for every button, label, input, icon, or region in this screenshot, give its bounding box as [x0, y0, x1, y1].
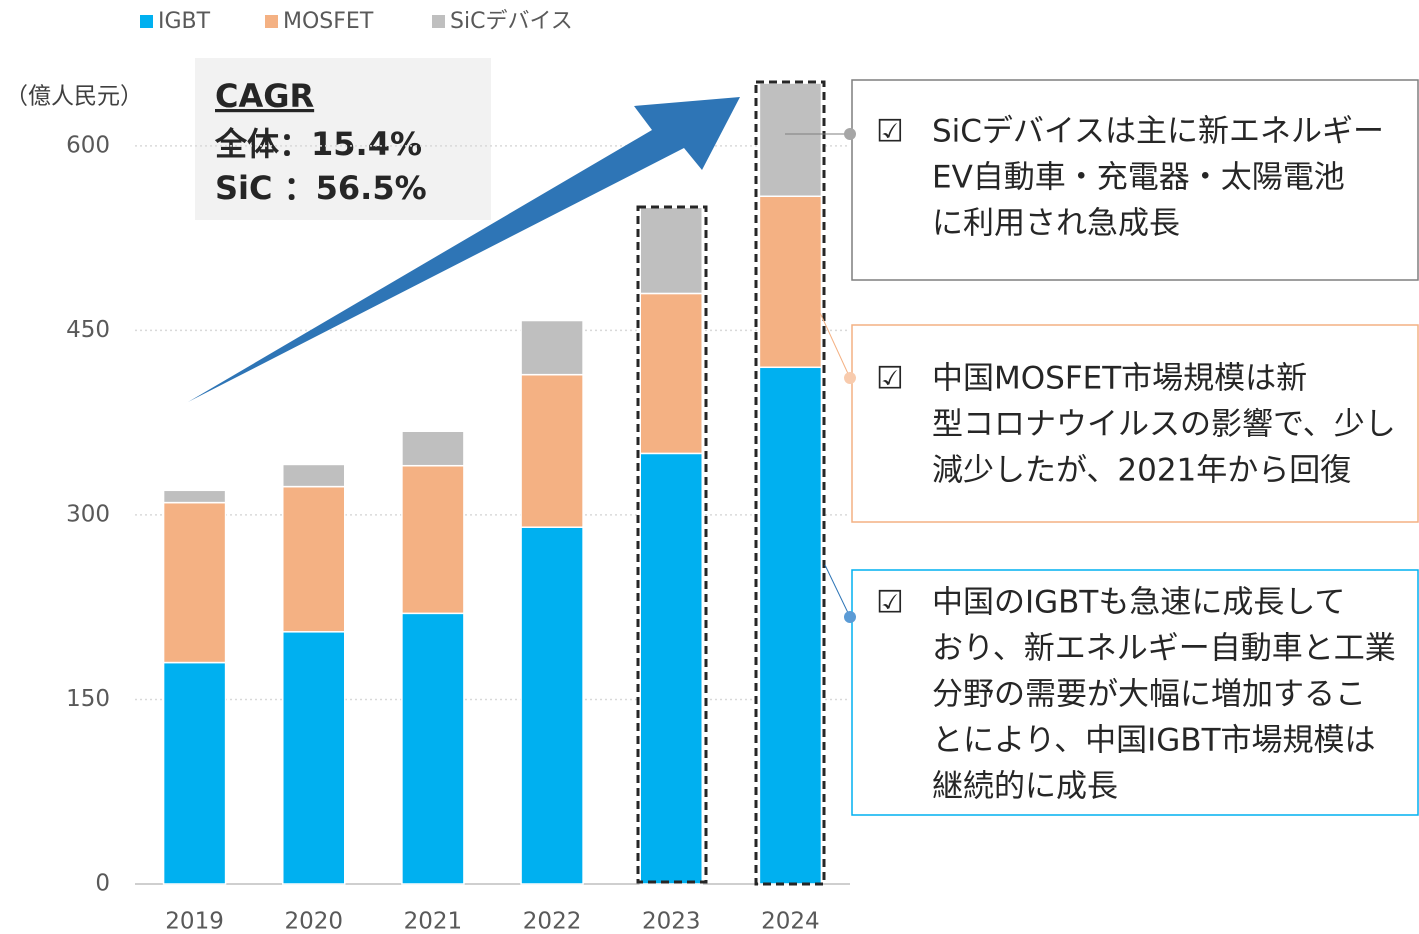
bar-segment [401, 430, 465, 467]
x-tick-label: 2024 [761, 909, 820, 934]
y-tick-label: 150 [66, 686, 110, 712]
connector-dot [844, 128, 856, 140]
x-tick-label: 2023 [642, 909, 701, 934]
bar-segment [282, 485, 346, 633]
y-tick-label: 450 [66, 317, 110, 343]
bar-segment [758, 82, 823, 198]
callout-text: EV自動車・充電器・太陽電池 [932, 160, 1345, 196]
bar-segment [639, 452, 703, 885]
legend-swatch [265, 15, 278, 28]
callout-marker: ☑ [876, 361, 904, 397]
bar-segment [639, 206, 703, 295]
callout-text: とにより、中国IGBT市場規模は [932, 723, 1376, 759]
cagr-line: 全体：15.4% [214, 125, 422, 163]
y-tick-label: 0 [95, 871, 110, 897]
legend-swatch [140, 15, 153, 28]
y-tick-label: 300 [66, 501, 110, 527]
cagr-title: CAGR [215, 77, 314, 115]
callout-text: 減少したが、2021年から回復 [932, 453, 1351, 489]
x-tick-label: 2019 [165, 909, 224, 934]
connector [824, 564, 851, 618]
callout-box [851, 324, 1419, 523]
bar-segment [162, 661, 227, 885]
highlight-box [636, 205, 708, 884]
bar-segment [520, 319, 584, 376]
cagr-box [195, 58, 491, 220]
bar-segment [520, 526, 584, 885]
connector-dot [844, 372, 856, 384]
highlight-box [754, 80, 826, 886]
legend-swatch [432, 15, 445, 28]
bar-segment [758, 195, 823, 369]
bar-segment [758, 366, 823, 885]
bar-segment [401, 464, 465, 615]
connector [804, 279, 851, 379]
callout-text: に利用され急成長 [932, 206, 1180, 242]
bar-segment [282, 463, 346, 488]
bar-segment [162, 501, 227, 664]
callout-text: おり、新エネルギー自動車と工業 [932, 631, 1396, 667]
callout-text: 分野の需要が大幅に増加するこ [932, 677, 1366, 713]
bar-segment [162, 489, 227, 504]
callout-text: SiCデバイスは主に新エネルギー [932, 114, 1384, 150]
y-tick-label: 600 [66, 132, 110, 158]
callout-text: 中国のIGBTも急速に成長して [932, 585, 1345, 621]
x-tick-label: 2021 [404, 909, 463, 934]
bar-segment [639, 292, 703, 455]
growth-arrow [188, 97, 740, 402]
legend-label: SiCデバイス [450, 9, 573, 34]
x-tick-label: 2022 [523, 909, 582, 934]
legend-label: MOSFET [283, 9, 374, 34]
callout-text: 中国MOSFET市場規模は新 [932, 361, 1307, 397]
x-tick-label: 2020 [284, 909, 343, 934]
bar-segment [520, 373, 584, 528]
cagr-line: SiC ：56.5% [215, 169, 427, 207]
y-axis-label: （億人民元） [5, 84, 143, 110]
callout-marker: ☑ [876, 114, 904, 150]
callout-text: 型コロナウイルスの影響で、少し [932, 407, 1396, 443]
bar-segment [282, 631, 346, 885]
callout-box [851, 569, 1419, 816]
callout-text: 継続的に成長 [932, 769, 1118, 805]
callout-marker: ☑ [876, 585, 904, 621]
callout-box [851, 79, 1419, 281]
legend-label: IGBT [158, 9, 211, 34]
bar-segment [401, 612, 465, 885]
connector-dot [844, 611, 856, 623]
